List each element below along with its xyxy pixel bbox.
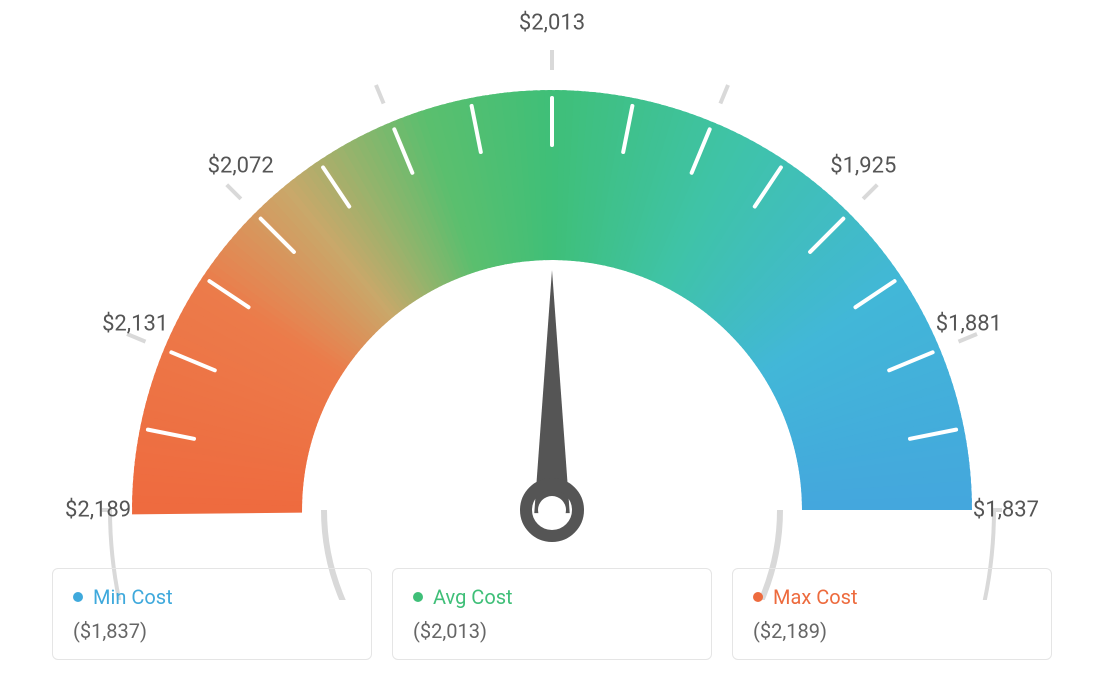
tick-label: $2,131 <box>102 311 168 336</box>
legend-max-dot <box>753 592 763 602</box>
legend-card-avg: Avg Cost ($2,013) <box>392 568 712 660</box>
tick-label: $1,837 <box>973 498 1039 523</box>
legend-min-top: Min Cost <box>73 585 351 609</box>
legend-max-label: Max Cost <box>773 585 858 609</box>
needle <box>534 270 569 513</box>
tick-label: $2,072 <box>208 153 274 178</box>
tick-label: $1,925 <box>830 153 896 178</box>
legend-max-top: Max Cost <box>753 585 1031 609</box>
legend-avg-top: Avg Cost <box>413 585 691 609</box>
legend-avg-label: Avg Cost <box>433 585 513 609</box>
legend-card-min: Min Cost ($1,837) <box>52 568 372 660</box>
tick-label: $1,881 <box>936 311 1002 336</box>
legend: Min Cost ($1,837) Avg Cost ($2,013) Max … <box>52 568 1052 660</box>
legend-avg-value: ($2,013) <box>413 619 691 643</box>
legend-min-label: Min Cost <box>93 585 173 609</box>
legend-min-dot <box>73 592 83 602</box>
legend-avg-dot <box>413 592 423 602</box>
legend-card-max: Max Cost ($2,189) <box>732 568 1052 660</box>
legend-max-value: ($2,189) <box>753 619 1031 643</box>
tick-label: $2,013 <box>519 11 585 36</box>
gauge: $1,837$1,881$1,925$2,013$2,072$2,131$2,1… <box>102 40 1002 560</box>
gauge-svg <box>102 40 1002 600</box>
chart-container: $1,837 $1,881 $1,925 $2,013 $2,072 $2,131 $2,1… <box>0 0 1104 690</box>
legend-min-value: ($1,837) <box>73 619 351 643</box>
tick-label: $2,189 <box>65 498 131 523</box>
